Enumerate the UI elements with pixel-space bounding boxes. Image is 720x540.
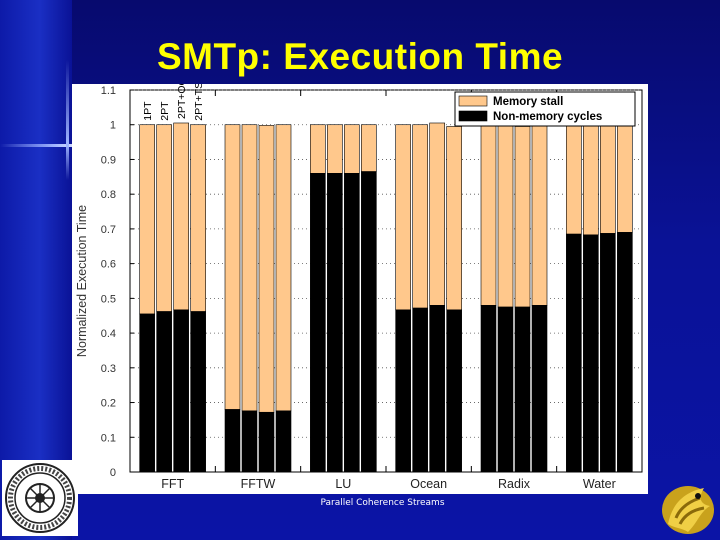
bar-non-memory <box>310 173 326 473</box>
y-tick-label: 1.1 <box>101 85 116 97</box>
bar-memory-stall <box>344 124 360 174</box>
chart-svg: 0 0.1 0.2 0.3 0.4 0.5 0.6 0.7 0.8 0.9 1 1.1 Normaliz… <box>75 69 643 491</box>
bar-non-memory <box>241 410 258 473</box>
bar-non-memory <box>566 233 582 473</box>
legend-swatch <box>458 95 488 107</box>
bar-memory-stall <box>361 124 377 172</box>
bar-memory-stall <box>224 124 241 410</box>
bar-memory-stall <box>310 124 326 174</box>
bar-non-memory <box>446 309 462 473</box>
bar-label: 2PT+TS <box>193 84 205 121</box>
y-tick-label: 0.2 <box>101 398 116 410</box>
footer-text: Parallel Coherence Streams <box>320 498 445 508</box>
bar-memory-stall <box>327 124 343 174</box>
bar-non-memory <box>497 306 514 473</box>
bar-memory-stall <box>275 124 292 412</box>
x-group-label: LU <box>335 477 351 491</box>
y-tick-label: 0.8 <box>101 189 116 201</box>
bar-label: 1PT <box>142 101 154 121</box>
legend-label: Memory stall <box>493 96 563 108</box>
bar-memory-stall <box>600 122 616 234</box>
bar-memory-stall <box>531 124 548 306</box>
x-group-label: FFTW <box>241 477 276 491</box>
plot-frame <box>129 89 643 473</box>
chart-container: 0 0.1 0.2 0.3 0.4 0.5 0.6 0.7 0.8 0.9 1 1.1 Normaliz… <box>72 69 648 494</box>
legend-label: Non-memory cycles <box>493 111 602 123</box>
y-tick-label: 0.7 <box>101 224 116 236</box>
slide-title: SMTp: Execution Time <box>156 36 564 77</box>
bar-memory-stall <box>429 122 445 306</box>
shine-vertical <box>66 60 69 180</box>
y-tick-label: 0.4 <box>101 328 116 340</box>
y-tick-label: 0.1 <box>101 432 116 444</box>
bar-memory-stall <box>173 122 189 311</box>
bar-non-memory <box>275 410 292 473</box>
bar-non-memory <box>361 171 377 473</box>
bar-non-memory <box>480 305 497 473</box>
bar-non-memory <box>412 307 428 473</box>
x-group-label: FFT <box>161 477 184 491</box>
left-stripe <box>0 0 72 540</box>
bar-non-memory <box>600 233 616 473</box>
institute-seal-icon <box>2 460 78 536</box>
y-axis-label: Normalized Execution Time <box>75 205 89 357</box>
bar-memory-stall <box>412 124 428 309</box>
bar-memory-stall <box>395 124 411 311</box>
bar-non-memory <box>395 309 411 473</box>
bar-non-memory <box>139 313 155 473</box>
bar-label: 2PT <box>159 101 171 121</box>
bar-memory-stall <box>139 124 155 315</box>
shine-horizontal <box>0 144 90 147</box>
bar-non-memory <box>429 305 445 473</box>
gold-pegasus-icon <box>662 486 714 534</box>
y-tick-label: 0.9 <box>101 154 116 166</box>
bar-non-memory <box>583 234 599 473</box>
bar-non-memory <box>190 311 206 473</box>
bar-memory-stall <box>583 124 599 236</box>
bar-non-memory <box>344 173 360 473</box>
bar-non-memory <box>173 309 189 473</box>
bar-non-memory <box>258 411 275 473</box>
bar-memory-stall <box>617 123 633 233</box>
bar-memory-stall <box>258 125 275 413</box>
y-tick-label: 0 <box>110 467 116 479</box>
bar-memory-stall <box>480 124 497 306</box>
bar-non-memory <box>531 305 548 473</box>
bar-memory-stall <box>514 126 531 308</box>
bar-memory-stall <box>566 124 582 235</box>
y-tick-label: 0.6 <box>101 259 116 271</box>
bar-non-memory <box>617 232 633 473</box>
bar-non-memory <box>224 409 241 473</box>
bar-non-memory <box>514 306 531 473</box>
bar-non-memory <box>156 311 172 473</box>
bar-label: 2PT+OOO <box>176 84 188 119</box>
legend-swatch <box>458 110 488 122</box>
bar-memory-stall <box>190 124 206 312</box>
x-group-label: Water <box>583 477 616 491</box>
bar-memory-stall <box>446 126 462 311</box>
bar-memory-stall <box>497 124 514 308</box>
y-tick-label: 0.3 <box>101 363 116 375</box>
bar-memory-stall <box>156 124 172 312</box>
y-tick-label: 1 <box>110 120 116 132</box>
y-tick-label: 0.5 <box>101 293 116 305</box>
bar-memory-stall <box>241 124 258 412</box>
x-group-label: Radix <box>498 477 531 491</box>
bar-non-memory <box>327 173 343 473</box>
x-group-label: Ocean <box>410 477 447 491</box>
